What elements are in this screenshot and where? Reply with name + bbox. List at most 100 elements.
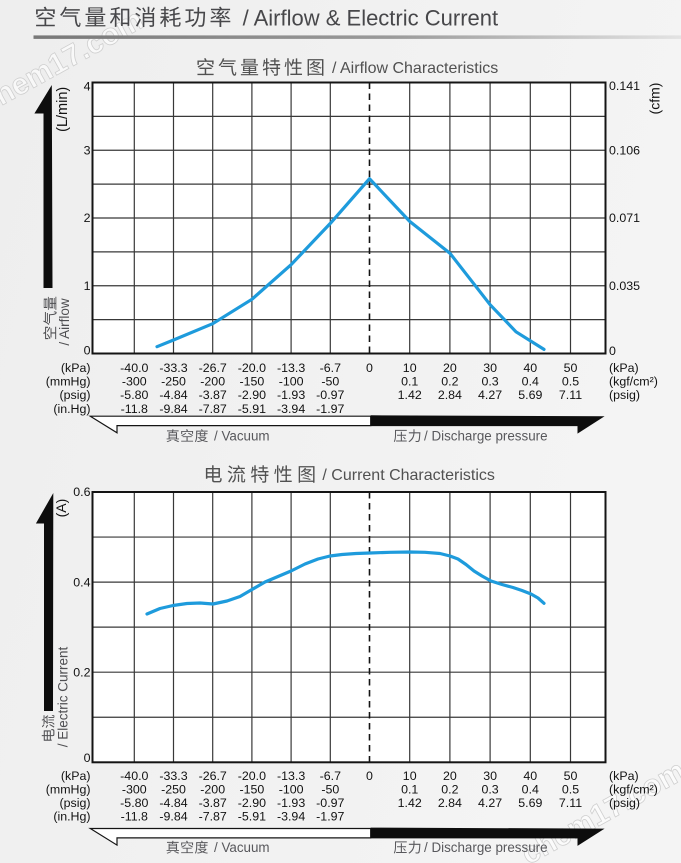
svg-text:0: 0 [609,344,616,358]
svg-text:-250: -250 [161,783,186,797]
svg-text:(L/min): (L/min) [55,87,71,132]
svg-text:-33.3: -33.3 [159,361,187,375]
svg-text:-100: -100 [279,783,304,797]
svg-text:20: 20 [443,769,457,783]
svg-text:0.4: 0.4 [73,575,90,589]
svg-text:-26.7: -26.7 [199,769,227,783]
svg-text:-1.97: -1.97 [316,402,344,416]
svg-text:(kgf/cm²): (kgf/cm²) [609,783,658,797]
svg-text:/ Vacuum: / Vacuum [214,429,270,444]
svg-text:/ Airflow Characteristics: / Airflow Characteristics [332,60,498,77]
svg-text:2: 2 [84,211,91,225]
svg-text:(psig): (psig) [60,388,91,402]
svg-text:4: 4 [84,80,91,94]
svg-text:0.5: 0.5 [562,783,579,797]
svg-text:-9.84: -9.84 [159,810,187,824]
svg-text:/ Electric Current: / Electric Current [56,646,71,747]
svg-text:4.27: 4.27 [478,388,502,402]
svg-text:10: 10 [403,769,417,783]
svg-text:0.5: 0.5 [562,375,579,389]
svg-text:0: 0 [84,751,91,765]
svg-text:0.6: 0.6 [73,485,90,499]
svg-text:0.3: 0.3 [481,375,498,389]
svg-text:-1.93: -1.93 [277,388,305,402]
svg-text:(psig): (psig) [609,388,640,402]
svg-text:-7.87: -7.87 [199,402,227,416]
svg-text:/ Airflow & Electric Current: / Airflow & Electric Current [243,6,499,31]
svg-text:-6.7: -6.7 [320,361,341,375]
svg-text:-5.80: -5.80 [120,796,148,810]
svg-text:-2.90: -2.90 [238,388,266,402]
svg-text:0.071: 0.071 [609,211,640,225]
svg-text:30: 30 [483,769,497,783]
svg-text:50: 50 [564,361,578,375]
svg-text:0.035: 0.035 [609,279,640,293]
svg-text:0: 0 [366,769,373,783]
svg-text:(mmHg): (mmHg) [46,783,91,797]
svg-text:0: 0 [84,344,91,358]
svg-text:-250: -250 [161,375,186,389]
svg-text:-20.0: -20.0 [238,361,266,375]
svg-text:-4.84: -4.84 [159,388,187,402]
svg-text:(cfm): (cfm) [646,83,662,115]
svg-text:0.4: 0.4 [522,375,539,389]
svg-text:1: 1 [84,279,91,293]
svg-text:1.42: 1.42 [398,388,422,402]
svg-text:-3.87: -3.87 [199,796,227,810]
svg-text:/ Airflow: / Airflow [57,298,72,346]
svg-text:(kPa): (kPa) [61,769,91,783]
svg-text:-100: -100 [279,375,304,389]
svg-text:-13.3: -13.3 [277,769,305,783]
svg-text:(mmHg): (mmHg) [46,375,91,389]
svg-text:(psig): (psig) [609,796,640,810]
svg-text:(psig): (psig) [60,796,91,810]
svg-text:-5.91: -5.91 [238,810,266,824]
svg-text:1.42: 1.42 [398,796,422,810]
svg-text:40: 40 [523,361,537,375]
svg-text:-300: -300 [122,375,147,389]
svg-text:-150: -150 [239,375,264,389]
svg-text:(in.Hg): (in.Hg) [53,402,90,416]
svg-text:-2.90: -2.90 [238,796,266,810]
svg-text:-0.97: -0.97 [316,388,344,402]
svg-text:0.1: 0.1 [401,783,418,797]
svg-text:-11.8: -11.8 [121,810,148,824]
svg-text:0.4: 0.4 [522,783,539,797]
svg-text:-0.97: -0.97 [316,796,344,810]
svg-text:-200: -200 [200,375,225,389]
svg-text:-40.0: -40.0 [120,361,148,375]
svg-text:0.3: 0.3 [481,783,498,797]
svg-text:0.106: 0.106 [609,143,640,157]
svg-text:4.27: 4.27 [478,796,502,810]
svg-text:(A): (A) [53,499,69,518]
svg-text:-1.93: -1.93 [277,796,305,810]
svg-text:-13.3: -13.3 [277,361,305,375]
svg-text:-3.87: -3.87 [199,388,227,402]
svg-text:-11.8: -11.8 [121,402,148,416]
svg-text:(kgf/cm²): (kgf/cm²) [609,375,658,389]
svg-text:-200: -200 [200,783,225,797]
svg-text:30: 30 [483,361,497,375]
svg-text:-4.84: -4.84 [159,796,187,810]
svg-text:-300: -300 [122,783,147,797]
svg-text:-9.84: -9.84 [159,402,187,416]
svg-text:-5.80: -5.80 [120,388,148,402]
svg-text:-3.94: -3.94 [277,810,305,824]
svg-text:10: 10 [403,361,417,375]
svg-text:-50: -50 [321,783,339,797]
svg-text:(kPa): (kPa) [61,361,91,375]
svg-text:-26.7: -26.7 [199,361,227,375]
svg-text:-50: -50 [321,375,339,389]
svg-text:0: 0 [366,361,373,375]
svg-text:0.2: 0.2 [441,783,458,797]
svg-text:20: 20 [443,361,457,375]
svg-text:-6.7: -6.7 [320,769,341,783]
svg-text:40: 40 [523,769,537,783]
svg-text:-3.94: -3.94 [277,402,305,416]
svg-text:/ Discharge pressure: / Discharge pressure [424,840,548,855]
svg-text:(kPa): (kPa) [609,769,639,783]
svg-text:-7.87: -7.87 [199,810,227,824]
svg-text:-20.0: -20.0 [238,769,266,783]
svg-text:5.69: 5.69 [518,388,542,402]
svg-text:-150: -150 [239,783,264,797]
